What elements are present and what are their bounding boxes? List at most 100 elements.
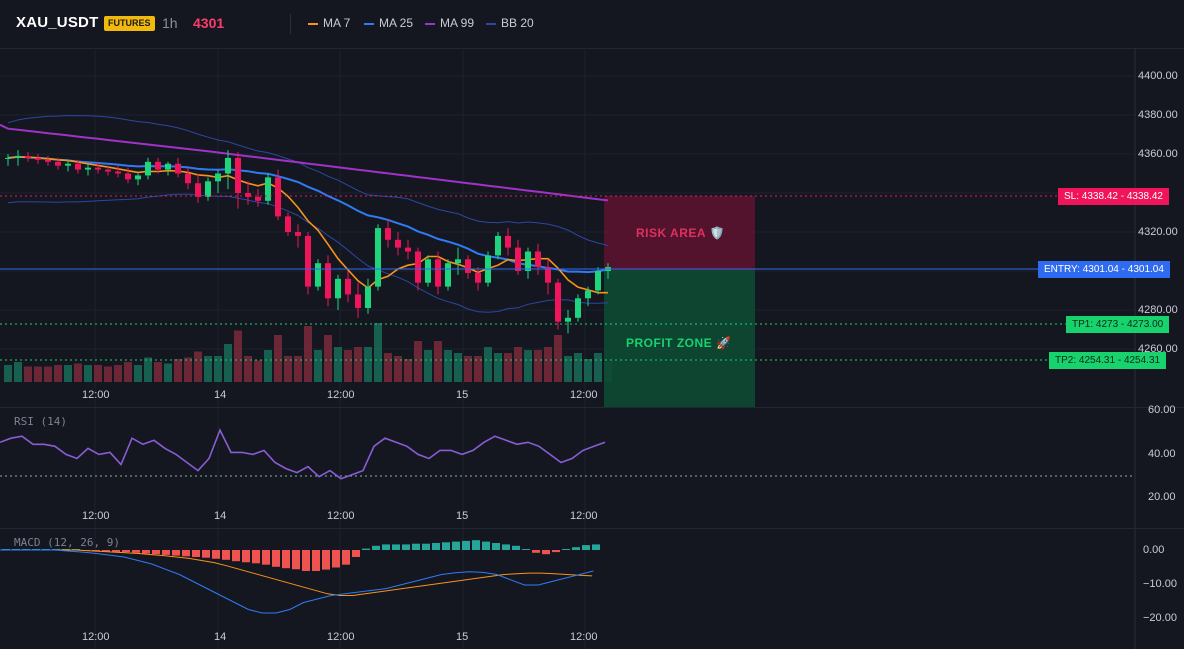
candle-body[interactable] (335, 278, 341, 299)
candle-body[interactable] (95, 167, 101, 170)
candle-body[interactable] (35, 157, 41, 160)
price-chart[interactable] (0, 48, 1184, 408)
candle-body[interactable] (465, 259, 471, 273)
candle-body[interactable] (365, 286, 371, 309)
legend-ma99[interactable]: MA 99 (425, 16, 474, 30)
candle-body[interactable] (315, 263, 321, 287)
macd-histogram-bar (302, 550, 310, 571)
entry-tag[interactable]: ENTRY: 4301.04 - 4301.04 (1038, 261, 1170, 278)
macd-histogram-bar (92, 550, 100, 552)
candle-body[interactable] (595, 271, 601, 291)
candle-body[interactable] (435, 259, 441, 287)
legend-label-ma99: MA 99 (440, 16, 475, 30)
legend-bb20[interactable]: BB 20 (486, 16, 534, 30)
candle-body[interactable] (225, 157, 231, 174)
candle-body[interactable] (155, 161, 161, 170)
candle-body[interactable] (535, 251, 541, 268)
macd-histogram-bar (112, 550, 120, 553)
volume-bar (144, 357, 152, 382)
candlesticks[interactable] (5, 150, 611, 334)
time-label: 12:00 (570, 389, 598, 401)
macd-panel[interactable] (0, 529, 1184, 649)
price-grid (0, 48, 1135, 408)
rsi-panel[interactable] (0, 408, 1184, 528)
candle-body[interactable] (25, 155, 31, 158)
price-axis-label: 4360.00 (1138, 148, 1178, 160)
candle-body[interactable] (475, 272, 481, 283)
candle-body[interactable] (425, 259, 431, 283)
tp1-tag[interactable]: TP1: 4273 - 4273.00 (1066, 316, 1170, 333)
time-label: 12:00 (327, 510, 355, 522)
symbol-name[interactable]: XAU_USDT (16, 14, 99, 31)
volume-bar (324, 335, 332, 382)
candle-body[interactable] (125, 173, 131, 180)
volume-bar (134, 365, 142, 382)
candle-body[interactable] (5, 157, 11, 159)
candle-body[interactable] (85, 167, 91, 170)
candle-body[interactable] (285, 216, 291, 232)
candle-body[interactable] (145, 161, 151, 176)
candle-body[interactable] (385, 228, 391, 240)
candle-body[interactable] (325, 263, 331, 299)
sl-tag[interactable]: SL: 4338.42 - 4338.42 (1058, 188, 1169, 205)
time-label: 15 (456, 631, 469, 643)
candle-body[interactable] (585, 290, 591, 299)
bb-lower-band (7, 193, 609, 313)
time-label: 12:00 (82, 389, 110, 401)
candle-body[interactable] (15, 155, 21, 158)
legend-ma7[interactable]: MA 7 (308, 16, 350, 30)
candle-body[interactable] (565, 317, 571, 322)
candle-body[interactable] (515, 247, 521, 271)
candle-body[interactable] (65, 163, 71, 166)
candle-body[interactable] (305, 235, 311, 287)
candle-body[interactable] (545, 267, 551, 283)
volume-bar (314, 350, 322, 382)
candle-body[interactable] (495, 235, 501, 256)
candle-body[interactable] (275, 177, 281, 217)
candle-body[interactable] (345, 278, 351, 295)
candle-body[interactable] (55, 161, 61, 166)
candle-body[interactable] (235, 157, 241, 193)
candle-body[interactable] (75, 163, 81, 170)
candle-body[interactable] (185, 173, 191, 184)
candle-body[interactable] (255, 196, 261, 201)
macd-axis-label: 0.00 (1143, 544, 1165, 556)
candle-body[interactable] (215, 173, 221, 182)
timeframe-label[interactable]: 1h (162, 15, 178, 31)
risk-area-zone[interactable] (604, 196, 755, 270)
candle-body[interactable] (555, 282, 561, 322)
macd-histogram-bar (572, 547, 580, 550)
candle-body[interactable] (355, 294, 361, 309)
candle-body[interactable] (525, 251, 531, 272)
legend-label-ma7: MA 7 (323, 16, 351, 30)
candle-body[interactable] (455, 259, 461, 264)
candle-body[interactable] (205, 181, 211, 197)
candle-body[interactable] (175, 163, 181, 174)
candle-body[interactable] (395, 239, 401, 248)
candle-body[interactable] (265, 177, 271, 201)
candle-body[interactable] (575, 298, 581, 318)
bb-upper-band (7, 114, 609, 246)
volume-bar (534, 350, 542, 382)
volume-bar (154, 362, 162, 382)
candle-body[interactable] (195, 183, 201, 197)
candle-body[interactable] (165, 163, 171, 170)
candle-body[interactable] (445, 263, 451, 287)
rsi-axis-label: 40.00 (1148, 448, 1176, 460)
candle-body[interactable] (45, 159, 51, 162)
candle-body[interactable] (295, 232, 301, 236)
volume-bar (44, 366, 52, 382)
candle-body[interactable] (135, 175, 141, 180)
candle-body[interactable] (375, 228, 381, 287)
macd-histogram-bar (452, 541, 460, 550)
candle-body[interactable] (115, 171, 121, 174)
candle-body[interactable] (415, 251, 421, 283)
legend-ma25[interactable]: MA 25 (364, 16, 413, 30)
tp2-tag[interactable]: TP2: 4254.31 - 4254.31 (1049, 352, 1167, 369)
candle-body[interactable] (405, 247, 411, 252)
profit-zone[interactable] (604, 270, 755, 408)
candle-body[interactable] (505, 235, 511, 248)
candle-body[interactable] (245, 193, 251, 197)
volume-bar (264, 350, 272, 382)
candle-body[interactable] (105, 169, 111, 172)
